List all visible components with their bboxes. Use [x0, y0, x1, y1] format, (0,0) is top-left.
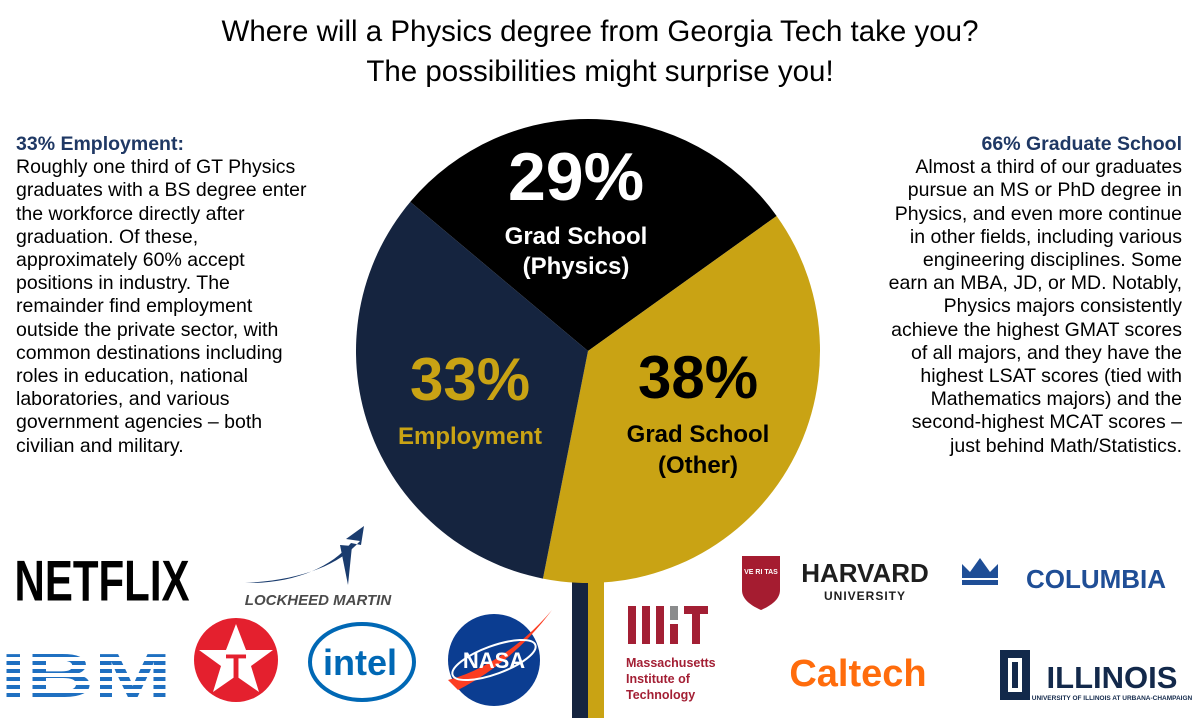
mit-bar-icon	[692, 614, 700, 644]
mit-bar-icon	[684, 606, 708, 614]
mit-text-line: Institute of	[626, 672, 691, 686]
pie-percent-label: 29%	[508, 139, 644, 215]
grad-school-line: engineering disciplines. Some	[922, 249, 1182, 272]
mit-text-line: Technology	[626, 688, 695, 702]
employment-line: government agencies – both	[16, 411, 263, 434]
pie-stem	[572, 560, 604, 718]
lockheed-martin-logo: LOCKHEED MARTIN	[245, 526, 393, 609]
grad-school-line: highest LSAT scores (tied with	[920, 365, 1182, 388]
mit-bar-icon	[628, 606, 636, 644]
texaco-logo: T	[194, 618, 278, 702]
grad-school-line: Physics, and even more continue	[894, 202, 1182, 225]
pie-percent-label: 38%	[638, 344, 758, 411]
grad-school-line: Mathematics majors) and the	[930, 388, 1182, 411]
netflix-logo: NETFLIX	[15, 548, 190, 613]
mit-logo: Massachusetts Institute of Technology	[626, 606, 716, 702]
texaco-star-icon	[199, 624, 273, 692]
mit-bar-icon	[642, 606, 650, 644]
grad-school-heading: 66% Graduate School	[981, 133, 1182, 155]
employment-line: remainder find employment	[16, 295, 253, 318]
pie-slice-employment	[355, 201, 588, 579]
mit-bar-icon	[670, 606, 678, 620]
employment-line: graduates with a BS degree enter	[16, 179, 307, 202]
employment-line: Roughly one third of GT Physics	[16, 156, 296, 179]
lockheed-star-icon	[245, 526, 364, 584]
grad-school-line: second-highest MCAT scores –	[911, 411, 1182, 434]
mit-bar-icon	[656, 606, 664, 644]
pie-stem-left	[572, 560, 588, 718]
ibm-wordmark: IBM	[0, 641, 172, 711]
pie-category-label: Employment	[398, 423, 542, 450]
grad-school-line: achieve the highest GMAT scores	[891, 318, 1182, 341]
pie-category-label: (Other)	[658, 452, 738, 479]
netflix-wordmark: NETFLIX	[15, 548, 190, 613]
pie-chart: 29% Grad School (Physics) 38% Grad School (Ot…	[355, 118, 820, 718]
pie-category-label: Grad School	[505, 223, 648, 250]
ibm-logo: IBM	[0, 641, 172, 711]
caltech-logo: Caltech	[789, 653, 926, 695]
mit-bar-icon	[670, 624, 678, 644]
title-line-1: Where will a Physics degree from Georgia…	[221, 15, 979, 48]
pie-category-label: (Physics)	[523, 253, 630, 280]
illinois-block-i-core	[1012, 662, 1018, 688]
harvard-wordmark: HARVARD	[801, 558, 929, 588]
mit-text-line: Massachusetts	[626, 656, 716, 670]
harvard-subtitle: UNIVERSITY	[824, 589, 906, 603]
grad-school-line: Almost a third of our graduates	[915, 156, 1182, 179]
employment-line: the workforce directly after	[16, 202, 245, 225]
grad-school-line: pursue an MS or PhD degree in	[907, 179, 1182, 202]
employment-line: positions in industry. The	[16, 272, 230, 295]
illinois-logo: ILLINOIS UNIVERSITY OF ILLINOIS AT URBAN…	[1000, 650, 1193, 702]
grad-school-line: just behind Math/Statistics.	[950, 434, 1182, 457]
pie-stem-right	[588, 560, 604, 718]
lockheed-wordmark: LOCKHEED MARTIN	[245, 592, 393, 609]
employment-line: graduation. Of these,	[16, 225, 199, 248]
harvard-logo: VE RI TAS HARVARD UNIVERSITY	[742, 556, 929, 610]
nasa-vector-icon	[448, 610, 552, 690]
grad-school-line: Physics majors consistently	[943, 295, 1182, 318]
grad-school-description: 66% Graduate School Almost a third of ou…	[822, 133, 1182, 458]
pie-category-label: Grad School	[627, 421, 770, 448]
nasa-orbit-icon	[451, 639, 537, 681]
employment-line: outside the private sector, with	[16, 318, 279, 341]
columbia-logo: COLUMBIA	[962, 558, 1166, 594]
intel-swirl-icon	[308, 622, 416, 702]
columbia-crown-icon	[962, 558, 998, 578]
illinois-subtitle: UNIVERSITY OF ILLINOIS AT URBANA-CHAMPAI…	[1032, 695, 1193, 702]
harvard-shield-motto: VE RI TAS	[744, 569, 778, 576]
grad-school-line: earn an MBA, JD, or MD. Notably,	[888, 272, 1182, 295]
nasa-logo: NASA	[448, 610, 552, 706]
employment-line: roles in education, national	[16, 365, 248, 388]
title-line-2: The possibilities might surprise you!	[366, 55, 834, 88]
lockheed-star-tail-icon	[340, 545, 352, 585]
harvard-shield-icon	[742, 556, 780, 610]
grad-school-line: of all majors, and they have the	[911, 341, 1182, 364]
nasa-meatball	[448, 614, 540, 706]
employment-line: common destinations including	[16, 341, 283, 364]
pie-slice-grad-school-physics	[410, 118, 777, 352]
intel-wordmark: intel	[323, 642, 397, 683]
pie-percent-label: 33%	[410, 346, 530, 413]
columbia-crown-base	[962, 580, 998, 585]
caltech-wordmark: Caltech	[789, 653, 926, 695]
texaco-letter: T	[226, 648, 247, 686]
illinois-wordmark: ILLINOIS	[1047, 660, 1178, 695]
grad-school-line: in other fields, including various	[909, 225, 1182, 248]
employment-line: laboratories, and various	[16, 388, 230, 411]
nasa-wordmark: NASA	[463, 648, 525, 673]
employment-description: 33% Employment: Roughly one third of GT …	[16, 133, 361, 458]
pie-slice-grad-school-other	[542, 215, 820, 584]
employment-line: civilian and military.	[16, 434, 184, 457]
employment-line: approximately 60% accept	[16, 249, 245, 272]
intel-logo: intel	[308, 622, 416, 702]
employment-heading: 33% Employment:	[16, 133, 184, 155]
columbia-wordmark: COLUMBIA	[1026, 564, 1166, 594]
page-title: Where will a Physics degree from Georgia…	[0, 12, 1200, 92]
